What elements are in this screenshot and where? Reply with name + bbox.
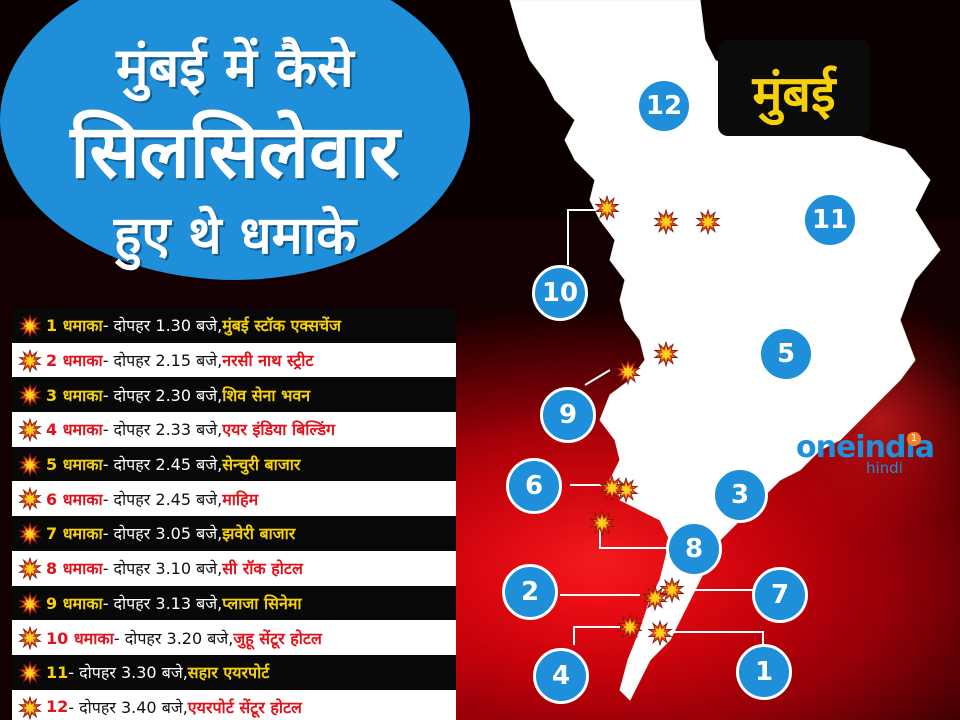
explosion-icon xyxy=(695,208,721,236)
explosion-icon xyxy=(18,556,42,581)
city-label-box: मुंबई xyxy=(718,40,870,136)
map-marker-1: 1 xyxy=(736,644,792,700)
map-marker-8: 8 xyxy=(666,521,722,577)
map-marker-9: 9 xyxy=(540,387,596,443)
blast-icon xyxy=(18,695,42,720)
logo-sub: hindi xyxy=(866,459,903,477)
explosion-icon xyxy=(589,509,615,537)
blast-row: 5 धमाका - दोपहर 2.45 बजे, सेन्चुरी बाजार xyxy=(12,446,456,482)
blast-row: 2 धमाका - दोपहर 2.15 बजे, नरसी नाथ स्ट्री… xyxy=(12,342,456,378)
line-4 xyxy=(573,626,620,645)
explosion-icon xyxy=(647,619,673,647)
title-circle xyxy=(0,0,470,280)
mumbai-map xyxy=(509,0,941,701)
map-marker-2: 2 xyxy=(502,564,558,620)
blast-row: 7 धमाका - दोपहर 3.05 बजे, झवेरी बाजार xyxy=(12,516,456,551)
blast-icon xyxy=(18,348,42,373)
blast-icon xyxy=(18,522,42,547)
map-marker-12: 12 xyxy=(636,78,692,134)
map-marker-10: 10 xyxy=(532,265,588,321)
explosion-icon xyxy=(18,487,42,512)
blast-row: 4 धमाका - दोपहर 2.33 बजे, एयर इंडिया बिल्… xyxy=(12,412,456,447)
blast-list: 1 धमाका - दोपहर 1.30 बजे, मुंबई स्टॉक एक्… xyxy=(12,308,456,720)
blast-icon xyxy=(18,556,42,581)
explosion-icon xyxy=(659,576,685,604)
city-label: मुंबई xyxy=(752,65,836,123)
blast-row: 8 धमाका - दोपहर 3.10 बजे, सी रॉक होटल xyxy=(12,550,456,586)
explosion-icon xyxy=(18,591,42,616)
explosion-icon xyxy=(615,358,641,386)
blast-icon xyxy=(18,591,42,616)
blast-icon xyxy=(18,314,42,338)
explosion-icon xyxy=(642,584,668,612)
map-marker-4: 4 xyxy=(533,648,589,704)
blast-row: 9 धमाका - दोपहर 3.13 बजे, प्लाजा सिनेमा xyxy=(12,585,456,621)
map-marker-6: 6 xyxy=(506,458,562,514)
explosion-icon xyxy=(18,452,42,477)
explosion-icon xyxy=(18,314,42,338)
map-marker-7: 7 xyxy=(752,567,808,623)
logo-dot: 1 xyxy=(907,432,921,446)
title-line-3: हुए थे धमाके xyxy=(113,206,357,266)
blast-icon xyxy=(18,660,42,685)
explosion-icon xyxy=(599,474,625,502)
map-marker-11: 11 xyxy=(802,192,858,248)
explosion-icon xyxy=(594,194,620,222)
blast-icon xyxy=(18,487,42,512)
title-line-1: मुंबई में कैसे xyxy=(116,36,354,99)
blast-row: 1 धमाका - दोपहर 1.30 बजे, मुंबई स्टॉक एक्… xyxy=(12,308,456,343)
blast-row: 6 धमाका - दोपहर 2.45 बजे, माहिम xyxy=(12,481,456,517)
explosion-icon xyxy=(18,695,42,720)
map-bursts xyxy=(589,194,721,647)
blast-icon xyxy=(18,452,42,477)
explosion-icon xyxy=(18,660,42,685)
blast-row: 10 धमाका - दोपहर 3.20 बजे, जुहू सेंटूर हो… xyxy=(12,620,456,655)
explosion-icon xyxy=(653,208,679,236)
explosion-icon xyxy=(18,522,42,547)
line-10 xyxy=(567,209,598,265)
blast-icon xyxy=(18,626,42,651)
map-marker-3: 3 xyxy=(712,467,768,523)
map-marker-5: 5 xyxy=(758,326,814,382)
explosion-icon xyxy=(18,383,42,408)
blast-row: 12 - दोपहर 3.40 बजे, एयरपोर्ट सेंटूर होट… xyxy=(12,689,456,720)
title-line-2: सिलसिलेवार xyxy=(70,109,400,195)
oneindia-logo: oneindia 1 hindi xyxy=(796,430,935,477)
blast-icon xyxy=(18,418,42,443)
explosion-icon xyxy=(617,613,643,641)
explosion-icon xyxy=(18,626,42,651)
blast-icon xyxy=(18,383,42,408)
explosion-icon xyxy=(18,348,42,373)
explosion-icon xyxy=(653,340,679,368)
explosion-icon xyxy=(18,418,42,443)
blast-row: 11 - दोपहर 3.30 बजे, सहार एयरपोर्ट xyxy=(12,654,456,690)
line-8 xyxy=(599,525,668,549)
blast-row: 3 धमाका - दोपहर 2.30 बजे, शिव सेना भवन xyxy=(12,377,456,413)
line-9 xyxy=(584,369,611,386)
